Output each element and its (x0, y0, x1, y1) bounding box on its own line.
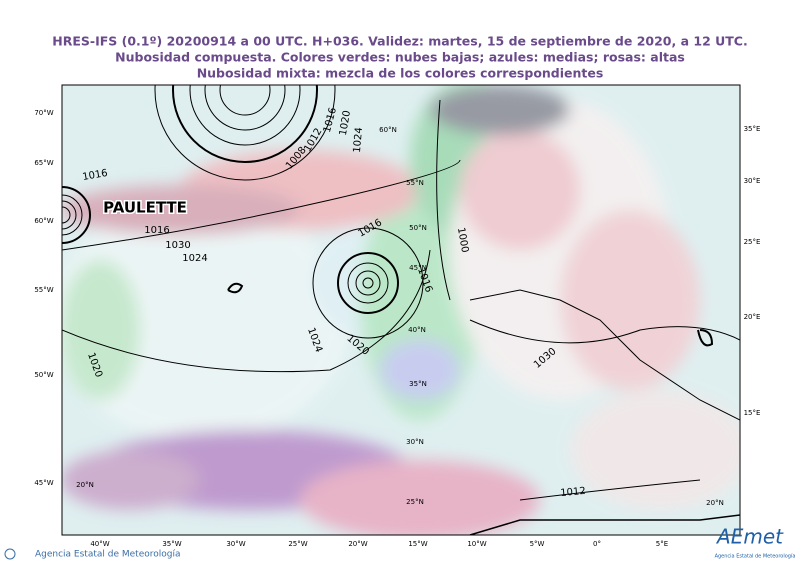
lon-label: 25°E (744, 238, 761, 246)
isobar-label: 1024 (182, 253, 207, 264)
isobar-label: 1016 (144, 225, 169, 236)
lon-label: 10°W (467, 540, 486, 548)
isobar-label: 1030 (165, 240, 190, 251)
lon-label: 40°W (90, 540, 109, 548)
map (62, 85, 740, 535)
lat-label: 65°W (34, 159, 53, 167)
header-line: Nubosidad compuesta. Colores verdes: nub… (115, 50, 685, 65)
grid-label: 20°N (76, 481, 94, 489)
lon-label: 5°E (656, 540, 668, 548)
lon-label: 15°E (744, 409, 761, 417)
map-frame (61, 84, 741, 536)
isobar-label: 1024 (352, 127, 365, 153)
grid-label: 50°N (409, 224, 427, 232)
lon-label: 20°E (744, 313, 761, 321)
grid-label: 60°N (379, 126, 397, 134)
logo: AEmet (715, 525, 784, 549)
isobar-label: 1016 (82, 168, 109, 183)
grid-label: 55°N (406, 179, 424, 187)
lon-label: 30°W (226, 540, 245, 548)
lat-label: 45°W (34, 479, 53, 487)
lon-label: 5°W (530, 540, 545, 548)
grid-label: 40°N (408, 326, 426, 334)
credit: Agencia Estatal de Meteorología (35, 550, 181, 560)
storm-label: PAULETTE (103, 199, 187, 217)
grid-label: 45°N (409, 264, 427, 272)
lon-label: 15°W (408, 540, 427, 548)
isobar-label: 1000 (455, 227, 470, 254)
lat-label: 55°W (34, 286, 53, 294)
lon-label: 0° (593, 540, 601, 548)
grid-label: 25°N (406, 498, 424, 506)
header-line: HRES-IFS (0.1º) 20200914 a 00 UTC. H+036… (52, 34, 747, 49)
grid-label: 30°N (406, 438, 424, 446)
lon-label: 30°E (744, 177, 761, 185)
header-line: Nubosidad mixta: mezcla de los colores c… (197, 66, 604, 81)
lon-label: 25°W (288, 540, 307, 548)
lat-label: 50°W (34, 371, 53, 379)
lon-label: 35°E (744, 125, 761, 133)
isobar-label: 1020 (338, 110, 353, 137)
lon-label: 20°W (348, 540, 367, 548)
lon-label: 35°W (162, 540, 181, 548)
lat-label: 70°W (34, 109, 53, 117)
isobar-label: 1012 (560, 486, 586, 499)
logo-subtitle: Agencia Estatal de Meteorología (715, 553, 796, 560)
grid-label: 20°N (706, 499, 724, 507)
copyright-icon (4, 548, 16, 560)
grid-label: 35°N (409, 380, 427, 388)
lat-label: 60°W (34, 217, 53, 225)
